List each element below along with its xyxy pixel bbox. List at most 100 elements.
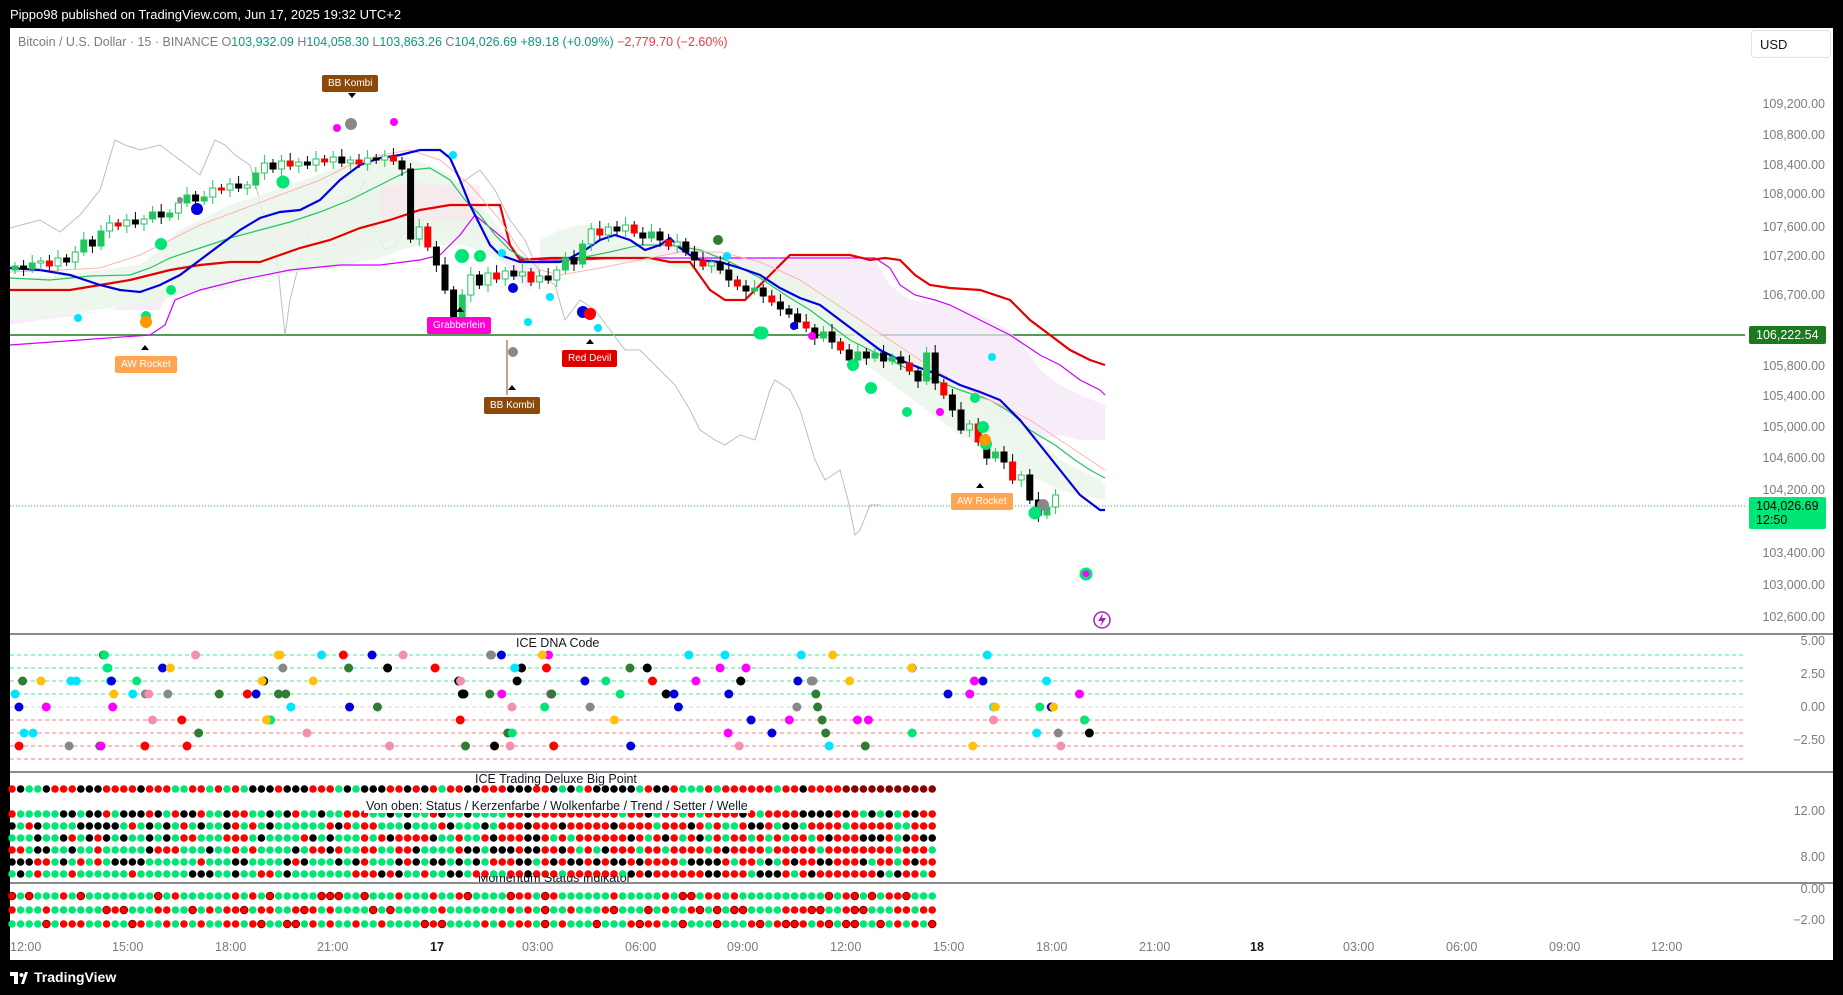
deluxe-dot	[412, 858, 421, 866]
deluxe-dot	[455, 870, 464, 878]
deluxe-dot	[68, 846, 76, 854]
candle-body	[1026, 474, 1034, 501]
deluxe-dot	[266, 822, 274, 830]
dna-dot	[460, 741, 470, 751]
momentum-dot	[601, 920, 610, 928]
dna-dot	[684, 650, 694, 660]
candle-body	[966, 423, 974, 431]
momentum-dot	[824, 891, 834, 901]
deluxe-dot	[274, 870, 283, 878]
signal-dot	[140, 316, 152, 328]
candle-body	[475, 274, 483, 286]
momentum-dot	[102, 920, 111, 928]
momentum-dot	[59, 892, 68, 900]
deluxe-dot	[145, 846, 154, 854]
momentum-dot	[842, 892, 850, 900]
candle-body	[690, 251, 698, 261]
deluxe-dot	[223, 834, 231, 842]
deluxe-dot	[51, 785, 59, 793]
deluxe-dot	[894, 810, 902, 818]
deluxe-dot	[292, 785, 300, 793]
deluxe-dot	[16, 834, 25, 842]
deluxe-dot	[352, 858, 360, 866]
signal-dot	[790, 322, 798, 330]
deluxe-dot	[257, 785, 266, 793]
deluxe-dot	[77, 785, 85, 793]
deluxe-dot	[730, 858, 739, 866]
deluxe-dot	[326, 846, 335, 854]
momentum-dot	[636, 892, 644, 900]
deluxe-dot	[188, 858, 197, 866]
deluxe-dot	[34, 834, 42, 842]
momentum-dot	[876, 919, 885, 929]
deluxe-dot	[180, 822, 188, 830]
momentum-dot	[489, 892, 498, 900]
deluxe-dot	[403, 834, 412, 842]
dna-dot	[1032, 728, 1042, 738]
momentum-dot	[507, 920, 515, 928]
deluxe-dot	[704, 858, 713, 866]
deluxe-dot	[120, 846, 128, 854]
aw-rocket-tag[interactable]: AW Rocket	[115, 356, 177, 373]
deluxe-dot	[773, 834, 782, 842]
deluxe-dot	[59, 846, 68, 854]
deluxe-dot	[274, 834, 283, 842]
time-tick-label: 21:00	[317, 940, 349, 954]
momentum-dot	[618, 892, 627, 900]
deluxe-dot	[421, 870, 429, 878]
grabberlein-tag[interactable]: Grabberlein	[427, 317, 492, 334]
deluxe-dot	[842, 810, 850, 818]
dna-dot	[615, 689, 625, 699]
dna-dot	[724, 689, 734, 699]
candle-body	[604, 226, 612, 236]
deluxe-dot	[661, 834, 670, 842]
deluxe-dot	[188, 810, 197, 818]
deluxe-dot	[111, 822, 119, 830]
momentum-dot	[455, 892, 464, 900]
deluxe-dot	[541, 858, 549, 866]
pane-tick-label: 8.00	[1800, 850, 1825, 864]
momentum-dot	[618, 906, 627, 914]
deluxe-dot	[59, 834, 68, 842]
deluxe-dot	[231, 810, 240, 818]
deluxe-dot	[704, 870, 713, 878]
dna-dot	[64, 741, 74, 751]
deluxe-dot	[790, 858, 799, 866]
red-devil-tag[interactable]: Red Devil	[562, 350, 618, 367]
deluxe-dot	[85, 858, 94, 866]
momentum-dot	[765, 920, 773, 928]
deluxe-dot	[421, 785, 429, 793]
deluxe-dot	[429, 870, 438, 878]
deluxe-dot	[610, 785, 618, 793]
aw-rocket-tag[interactable]: AW Rocket	[951, 493, 1013, 510]
momentum-dot	[266, 906, 274, 914]
momentum-dot	[807, 905, 817, 915]
momentum-dot	[661, 906, 670, 914]
momentum-dot	[885, 920, 893, 928]
bb-kombi-tag[interactable]: BB Kombi	[322, 75, 379, 92]
tradingview-logo[interactable]: TradingView	[10, 969, 116, 985]
bb-kombi-tag[interactable]: BB Kombi	[484, 397, 541, 414]
momentum-dot	[524, 892, 532, 900]
deluxe-dot	[730, 785, 739, 793]
signal-dot	[508, 283, 518, 293]
deluxe-dot	[919, 846, 928, 854]
deluxe-dot	[851, 785, 859, 793]
deluxe-dot	[868, 870, 876, 878]
deluxe-dot	[808, 870, 816, 878]
dna-dot	[988, 715, 998, 725]
deluxe-dot	[231, 785, 240, 793]
deluxe-dot	[558, 822, 567, 830]
deluxe-dot	[102, 834, 111, 842]
signal-dot	[449, 151, 457, 159]
currency-button[interactable]: USD	[1751, 30, 1831, 58]
dna-dot	[537, 650, 547, 660]
candle-body	[622, 224, 630, 232]
dna-dot	[736, 676, 746, 686]
momentum-dot	[747, 906, 756, 914]
momentum-dot	[575, 906, 584, 914]
momentum-dot	[635, 919, 645, 929]
deluxe-dot	[636, 822, 644, 830]
candle-body	[71, 251, 79, 263]
